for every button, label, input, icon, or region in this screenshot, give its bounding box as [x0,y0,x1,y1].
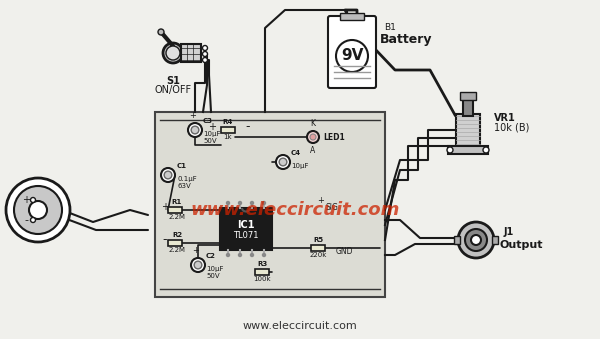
Bar [311,245,325,251]
Bar [448,146,488,154]
Text: R5: R5 [313,237,323,243]
Text: R3: R3 [257,261,267,267]
Circle shape [191,258,205,272]
Circle shape [227,201,229,204]
Circle shape [251,254,254,257]
Bar [255,269,269,275]
Bar [340,13,364,20]
Circle shape [310,134,316,140]
Circle shape [471,235,481,245]
Circle shape [163,43,183,63]
Text: 10k (B): 10k (B) [494,123,529,133]
Circle shape [276,155,290,169]
Text: Output: Output [500,240,544,250]
Circle shape [227,254,229,257]
Circle shape [166,46,180,60]
Circle shape [239,254,241,257]
Text: 50V: 50V [203,138,217,144]
Text: VR1: VR1 [494,113,516,123]
Text: C3: C3 [203,118,213,124]
Circle shape [158,29,164,35]
Text: 10μF: 10μF [206,266,223,272]
Circle shape [458,222,494,258]
Bar [463,98,473,116]
Bar [454,236,460,244]
Circle shape [239,201,241,204]
Text: 0.1μF: 0.1μF [177,176,197,182]
Text: 9V: 9V [341,48,363,63]
FancyBboxPatch shape [155,112,385,297]
Circle shape [31,198,35,202]
Text: GND: GND [336,246,353,256]
Text: C2: C2 [206,253,216,259]
Text: +: + [208,122,216,132]
Circle shape [251,201,254,204]
Circle shape [465,229,487,251]
Text: 2.2M: 2.2M [169,247,185,253]
Text: -: - [163,234,167,246]
Text: R1: R1 [172,199,182,205]
Text: A: A [310,146,316,155]
Text: TL071: TL071 [233,232,259,240]
Text: +: + [161,202,169,212]
Text: www.eleccircuit.com: www.eleccircuit.com [190,201,400,219]
Text: R2: R2 [172,232,182,238]
Text: LED1: LED1 [323,133,345,141]
Bar [168,240,182,246]
Text: ON/OFF: ON/OFF [154,85,191,95]
Circle shape [31,218,35,222]
Circle shape [164,171,172,179]
Bar [456,114,480,146]
Text: www.eleccircuit.com: www.eleccircuit.com [242,321,358,331]
Text: IC1: IC1 [237,220,255,230]
Bar [168,207,182,213]
Circle shape [263,201,265,204]
Circle shape [263,254,265,257]
Text: K: K [311,119,316,128]
Circle shape [307,131,319,143]
Text: 10μF: 10μF [291,163,308,169]
Circle shape [279,158,287,166]
Text: 50V: 50V [206,273,220,279]
Text: 100k: 100k [253,276,271,282]
Text: 10μF: 10μF [203,131,221,137]
Text: C1: C1 [177,163,187,169]
Text: -: - [246,120,250,134]
Text: Battery: Battery [380,34,433,46]
Bar [220,208,272,250]
Circle shape [6,178,70,242]
Text: J1: J1 [504,227,514,237]
Circle shape [29,201,47,219]
Circle shape [188,123,202,137]
Text: 63V: 63V [177,183,191,189]
Circle shape [336,40,368,72]
Text: +: + [193,246,199,255]
Bar [181,44,201,62]
Circle shape [161,168,175,182]
FancyBboxPatch shape [328,16,376,88]
Text: +: + [22,195,30,205]
Text: 1k: 1k [224,134,232,140]
Circle shape [194,261,202,269]
Text: R4: R4 [223,119,233,125]
Text: C4: C4 [291,150,301,156]
Text: 2.2M: 2.2M [169,214,185,220]
Circle shape [191,126,199,134]
Bar [221,127,235,133]
Text: +: + [190,111,196,120]
Circle shape [203,52,208,57]
Text: +: + [317,196,325,205]
Bar [492,236,498,244]
Circle shape [203,45,208,51]
Circle shape [447,147,453,153]
Text: S1: S1 [166,76,180,86]
Bar [460,92,476,100]
Text: 220k: 220k [310,252,326,258]
Circle shape [203,58,208,62]
Text: B1: B1 [384,23,396,33]
Circle shape [14,186,62,234]
Circle shape [483,147,489,153]
Text: -: - [24,215,28,225]
Text: SIG: SIG [325,203,338,213]
